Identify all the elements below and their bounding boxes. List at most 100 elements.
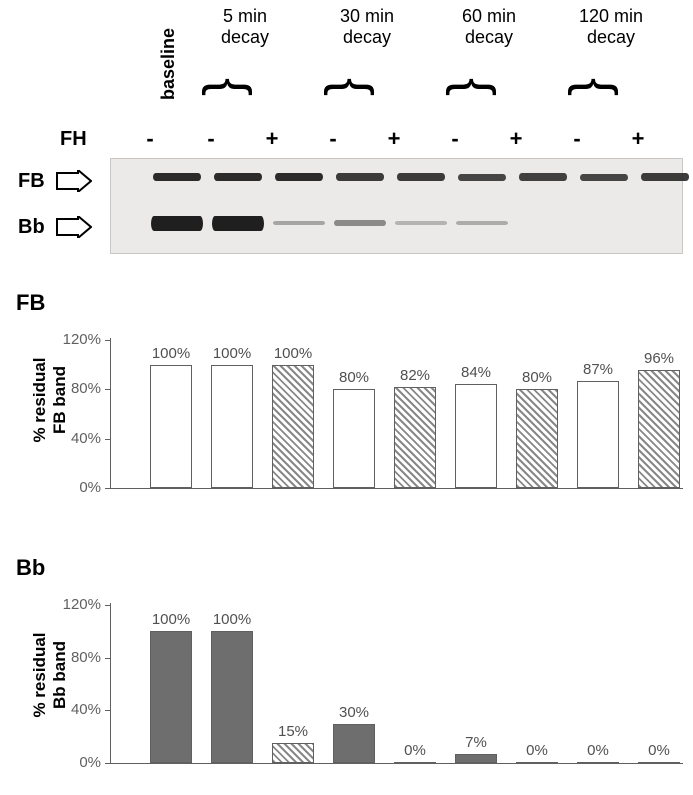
bar-label: 0% (569, 742, 627, 759)
bar-label: 100% (142, 611, 200, 628)
chart-fb-plot: 0%40%80%120%100%100%100%80%82%84%80%87%9… (110, 320, 683, 490)
bar (150, 365, 192, 488)
chart-bb-ylabel: % residualBb band (30, 595, 70, 755)
bar-label: 7% (447, 734, 505, 751)
bar-label: 0% (508, 742, 566, 759)
bar-label: 30% (325, 704, 383, 721)
fb-band (641, 173, 689, 180)
fh-state-5: - (435, 126, 475, 152)
bar (577, 762, 619, 764)
y-tick-label: 0% (55, 479, 101, 496)
chart-fb: FB % residualFB band 0%40%80%120%100%100… (0, 290, 693, 505)
y-tick (105, 439, 110, 440)
y-tick-label: 80% (55, 649, 101, 666)
arrow-bb-icon (56, 216, 92, 238)
fh-label: FH (60, 128, 87, 151)
fh-state-1: - (191, 126, 231, 152)
group-label-120min: 120 mindecay (556, 6, 666, 48)
bar-label: 100% (264, 345, 322, 362)
bb-band (273, 221, 325, 225)
y-tick (105, 488, 110, 489)
y-tick-label: 40% (55, 430, 101, 447)
bb-band (456, 221, 508, 225)
y-tick (105, 340, 110, 341)
bar (211, 365, 253, 488)
bb-band (151, 216, 203, 231)
fb-band (519, 173, 567, 180)
fh-state-2: + (252, 126, 292, 152)
bar (394, 762, 436, 764)
brace-60min: { (448, 78, 502, 96)
y-tick-label: 80% (55, 380, 101, 397)
fh-state-0: - (130, 126, 170, 152)
bar (638, 762, 680, 764)
fb-band (336, 173, 384, 180)
bar (516, 762, 558, 764)
bar (638, 370, 680, 488)
bar-label: 100% (203, 345, 261, 362)
bar (516, 389, 558, 488)
bar (577, 381, 619, 488)
chart-bb-title: Bb (16, 555, 45, 581)
fh-state-4: + (374, 126, 414, 152)
y-tick-label: 40% (55, 701, 101, 718)
bar (394, 387, 436, 488)
x-axis (110, 488, 683, 489)
bb-band (212, 216, 264, 231)
y-tick (105, 389, 110, 390)
y-axis (110, 603, 111, 763)
y-tick (105, 763, 110, 764)
arrow-fb-icon (56, 170, 92, 192)
bar (211, 631, 253, 763)
brace-30min: { (326, 78, 380, 96)
bar-label: 87% (569, 361, 627, 378)
brace-120min: { (570, 78, 624, 96)
blot-panel: 5 mindecay 30 mindecay 60 mindecay 120 m… (0, 0, 693, 270)
y-tick-label: 0% (55, 754, 101, 771)
fb-band (275, 173, 323, 181)
y-tick (105, 710, 110, 711)
bar-label: 82% (386, 367, 444, 384)
bar (272, 743, 314, 763)
bar-label: 80% (325, 369, 383, 386)
bar-label: 0% (386, 742, 444, 759)
y-tick-label: 120% (55, 331, 101, 348)
fh-state-6: + (496, 126, 536, 152)
chart-bb: Bb % residualBb band 0% 40% 80% 120% 100%100… (0, 555, 693, 780)
chart-fb-title: FB (16, 290, 45, 316)
bar-label: 100% (142, 345, 200, 362)
y-axis (110, 338, 111, 488)
fb-band (397, 173, 445, 180)
bar-label: 100% (203, 611, 261, 628)
baseline-label: baseline (158, 28, 179, 100)
bar-label: 0% (630, 742, 688, 759)
bar (150, 631, 192, 763)
bar (455, 384, 497, 488)
brace-5min: { (204, 78, 258, 96)
bar-label: 15% (264, 723, 322, 740)
group-label-30min: 30 mindecay (312, 6, 422, 48)
bar (333, 724, 375, 764)
chart-bb-plot: 0%40%80%120%100%100%15%30%0%7%0%0%0% (110, 585, 683, 765)
bar-label: 84% (447, 364, 505, 381)
fb-band (580, 174, 628, 181)
bar (455, 754, 497, 763)
fb-band (153, 173, 201, 181)
fh-state-8: + (618, 126, 658, 152)
row-label-fb: FB (18, 170, 45, 193)
fb-band (458, 174, 506, 181)
fb-band (214, 173, 262, 181)
y-tick (105, 605, 110, 606)
fh-state-3: - (313, 126, 353, 152)
row-label-bb: Bb (18, 216, 45, 239)
fh-state-7: - (557, 126, 597, 152)
bar-label: 80% (508, 369, 566, 386)
y-tick-label: 120% (55, 596, 101, 613)
bb-band (395, 221, 447, 224)
bar (272, 365, 314, 488)
bb-band (334, 220, 386, 227)
bar-label: 96% (630, 350, 688, 367)
y-tick (105, 658, 110, 659)
group-label-5min: 5 mindecay (190, 6, 300, 48)
group-label-60min: 60 mindecay (434, 6, 544, 48)
